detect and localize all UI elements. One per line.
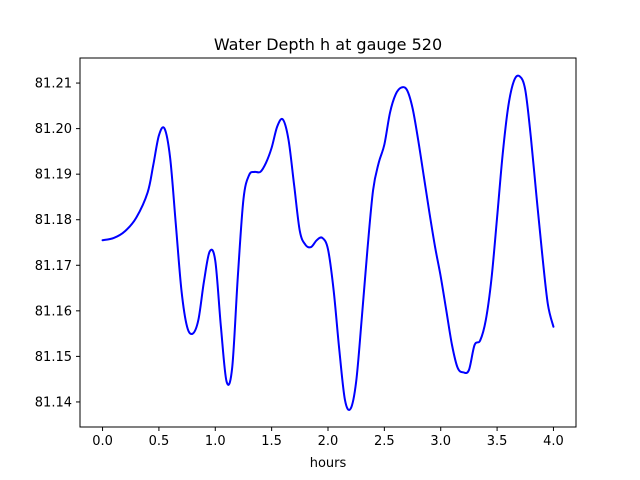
y-tick-label: 81.15 (35, 350, 72, 365)
x-axis-ticks: 0.0 0.5 1.0 1.5 2.0 2.5 3.0 3.5 4.0 (92, 427, 564, 449)
x-tick-label: 3.5 (487, 434, 508, 449)
y-tick-label: 81.18 (35, 213, 72, 228)
y-tick-label: 81.16 (35, 304, 72, 319)
y-tick-label: 81.21 (35, 77, 72, 92)
y-tick-label: 81.17 (35, 259, 72, 274)
x-tick-label: 1.0 (205, 434, 226, 449)
y-tick-label: 81.19 (35, 168, 72, 183)
y-tick-label: 81.14 (35, 395, 72, 410)
x-tick-label: 0.5 (149, 434, 170, 449)
y-tick-label: 81.20 (35, 122, 72, 137)
plot-area (101, 74, 555, 412)
x-axis-label: hours (310, 456, 347, 471)
x-tick-label: 4.0 (543, 434, 564, 449)
axes-frame (79, 57, 577, 428)
chart-title: Water Depth h at gauge 520 (214, 35, 442, 54)
x-tick-label: 2.5 (374, 434, 395, 449)
y-axis-ticks: 81.14 81.15 81.16 81.17 81.18 81.19 81.20 81.21 (35, 77, 80, 410)
x-tick-label: 0.0 (92, 434, 113, 449)
x-tick-label: 1.5 (261, 434, 282, 449)
x-tick-label: 2.0 (318, 434, 339, 449)
series-line (101, 74, 555, 412)
x-tick-label: 3.0 (430, 434, 451, 449)
